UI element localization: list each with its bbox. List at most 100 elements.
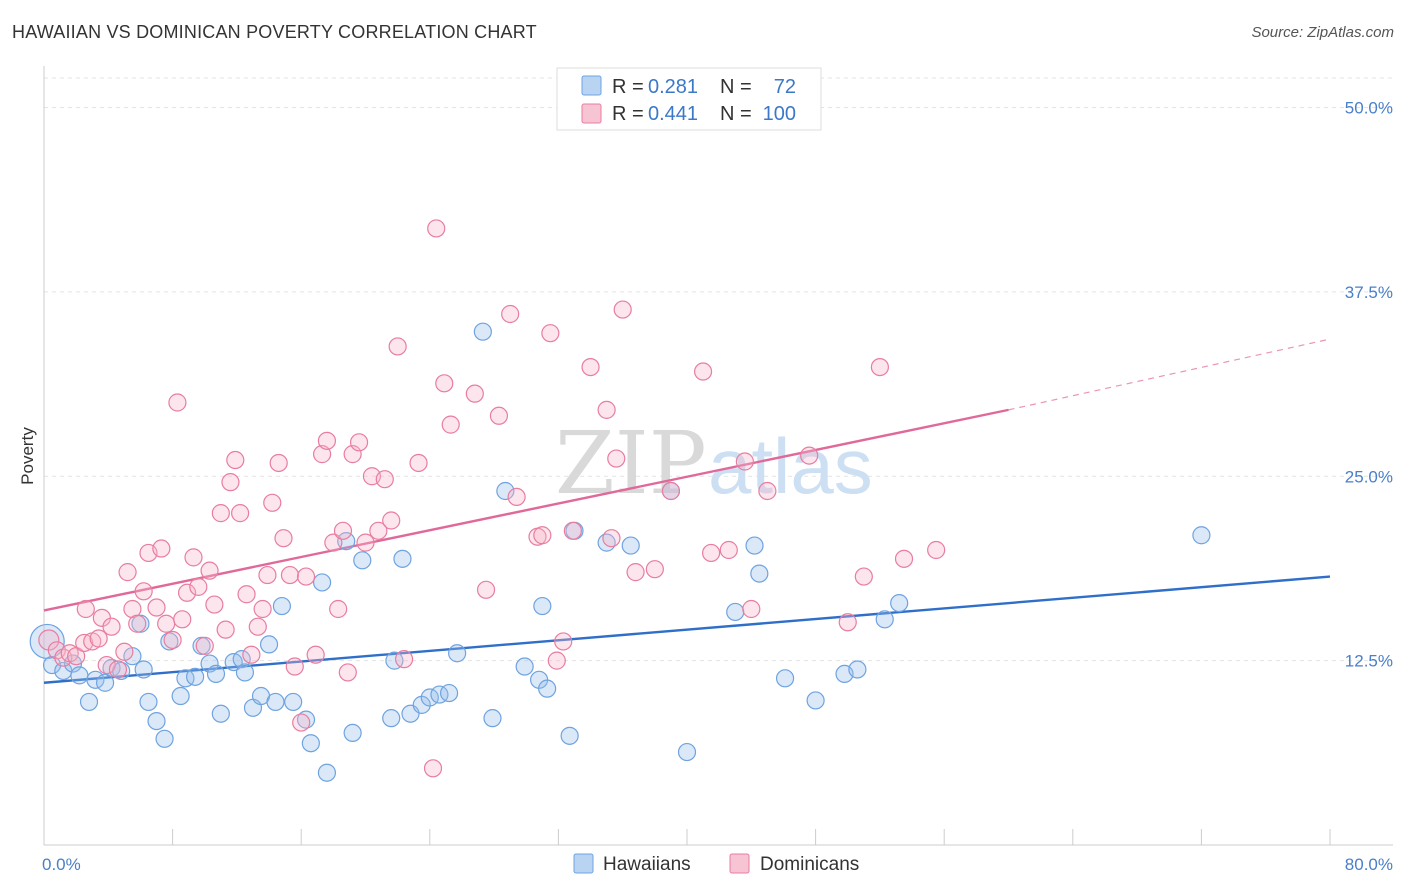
point-dominicans (927, 540, 946, 560)
point-dominicans (602, 529, 621, 548)
point-dominicans (306, 645, 325, 664)
point-dominicans (263, 493, 282, 512)
legend-n-label-dominicans: N = (720, 103, 752, 125)
point-dominicans (147, 598, 166, 617)
point-hawaiians (430, 685, 449, 704)
legend-swatch-dominicans (581, 103, 602, 124)
point-dominicans (253, 599, 272, 619)
point-hawaiians (176, 669, 195, 688)
point-dominicans (435, 374, 454, 393)
point-dominicans (742, 599, 761, 619)
point-dominicans (205, 595, 224, 614)
y-tick-label: 37.5% (1345, 283, 1393, 302)
point-dominicans (541, 324, 560, 343)
point-hawaiians (171, 686, 190, 706)
point-hawaiians (70, 666, 89, 685)
point-dominicans (854, 567, 873, 586)
trend-line-hawaiians (43, 575, 1331, 684)
y-axis-label: Poverty (18, 427, 37, 485)
point-hawaiians (186, 667, 205, 686)
point-dominicans (115, 642, 134, 661)
point-dominicans (441, 415, 460, 434)
point-hawaiians (750, 564, 769, 583)
point-dominicans (67, 647, 86, 666)
point-dominicans (231, 504, 250, 523)
legend-n-value-dominicans: 100 (763, 103, 796, 125)
legend-swatch-hawaiians (581, 75, 602, 96)
point-hawaiians (296, 710, 316, 729)
point-dominicans (693, 362, 713, 381)
legend-n-label-hawaiians: N = (720, 76, 752, 98)
point-dominicans (195, 636, 214, 655)
point-hawaiians (206, 664, 226, 684)
watermark-zip: ZIP (555, 414, 707, 514)
point-dominicans (735, 452, 754, 471)
point-hawaiians (496, 481, 515, 501)
point-dominicans (369, 521, 388, 540)
point-dominicans (76, 599, 95, 619)
point-dominicans (128, 614, 147, 633)
point-dominicans (168, 393, 187, 412)
point-hawaiians (385, 651, 404, 670)
series-label-hawaiians: Hawaiians (603, 854, 691, 875)
point-hawaiians (211, 704, 230, 723)
point-dominicans (134, 582, 153, 601)
point-dominicans (177, 583, 197, 602)
point-dominicans (758, 481, 777, 501)
x-tick-label: 80.0% (1345, 855, 1393, 874)
point-dominicans (476, 580, 496, 599)
point-dominicans (248, 617, 267, 636)
point-dominicans (89, 629, 108, 648)
point-dominicans (838, 613, 857, 632)
point-hawaiians (621, 536, 640, 555)
point-hawaiians (301, 734, 320, 753)
point-hawaiians (848, 660, 867, 679)
point-dominicans (157, 614, 176, 633)
point-hawaiians (343, 723, 362, 743)
point-dominicans (465, 384, 484, 403)
point-hawaiians (439, 683, 459, 703)
point-dominicans (409, 453, 428, 473)
point-hawaiians (890, 593, 909, 613)
point-dominicans (338, 663, 357, 682)
point-dominicans (388, 337, 407, 356)
point-dominicans (211, 504, 230, 523)
point-hawaiians (745, 536, 764, 555)
point-dominicans (274, 529, 293, 548)
point-dominicans (613, 300, 632, 319)
point-hawaiians (1192, 526, 1211, 545)
point-dominicans (597, 400, 616, 419)
point-hawaiians (42, 655, 62, 675)
point-dominicans (226, 450, 245, 470)
point-dominicans (173, 610, 192, 629)
point-dominicans (375, 470, 394, 489)
point-dominicans (324, 533, 343, 552)
point-dominicans (394, 650, 414, 669)
point-dominicans (800, 446, 819, 465)
point-dominicans (152, 539, 171, 558)
point-dominicans (333, 521, 353, 540)
point-hawaiians (200, 654, 219, 673)
point-hawaiians (353, 551, 372, 570)
chart-source: Source: ZipAtlas.com (1251, 24, 1394, 41)
point-dominicans (123, 599, 142, 619)
point-dominicans (221, 473, 240, 492)
point-hawaiians (560, 726, 579, 745)
point-dominicans (163, 630, 182, 650)
point-dominicans (719, 540, 738, 560)
point-hawaiians (515, 657, 534, 676)
point-dominicans (533, 526, 552, 545)
point-dominicans (702, 543, 721, 563)
point-dominicans (427, 219, 446, 238)
point-dominicans (607, 449, 626, 468)
point-hawaiians (382, 709, 401, 728)
point-hawaiians (875, 610, 894, 629)
point-hawaiians (473, 322, 492, 341)
point-dominicans (102, 617, 121, 636)
point-hawaiians (448, 644, 467, 663)
series-legend: Hawaiians Dominicans (573, 853, 859, 875)
point-dominicans (870, 358, 890, 377)
point-dominicans (97, 655, 116, 675)
point-dominicans (317, 431, 337, 450)
